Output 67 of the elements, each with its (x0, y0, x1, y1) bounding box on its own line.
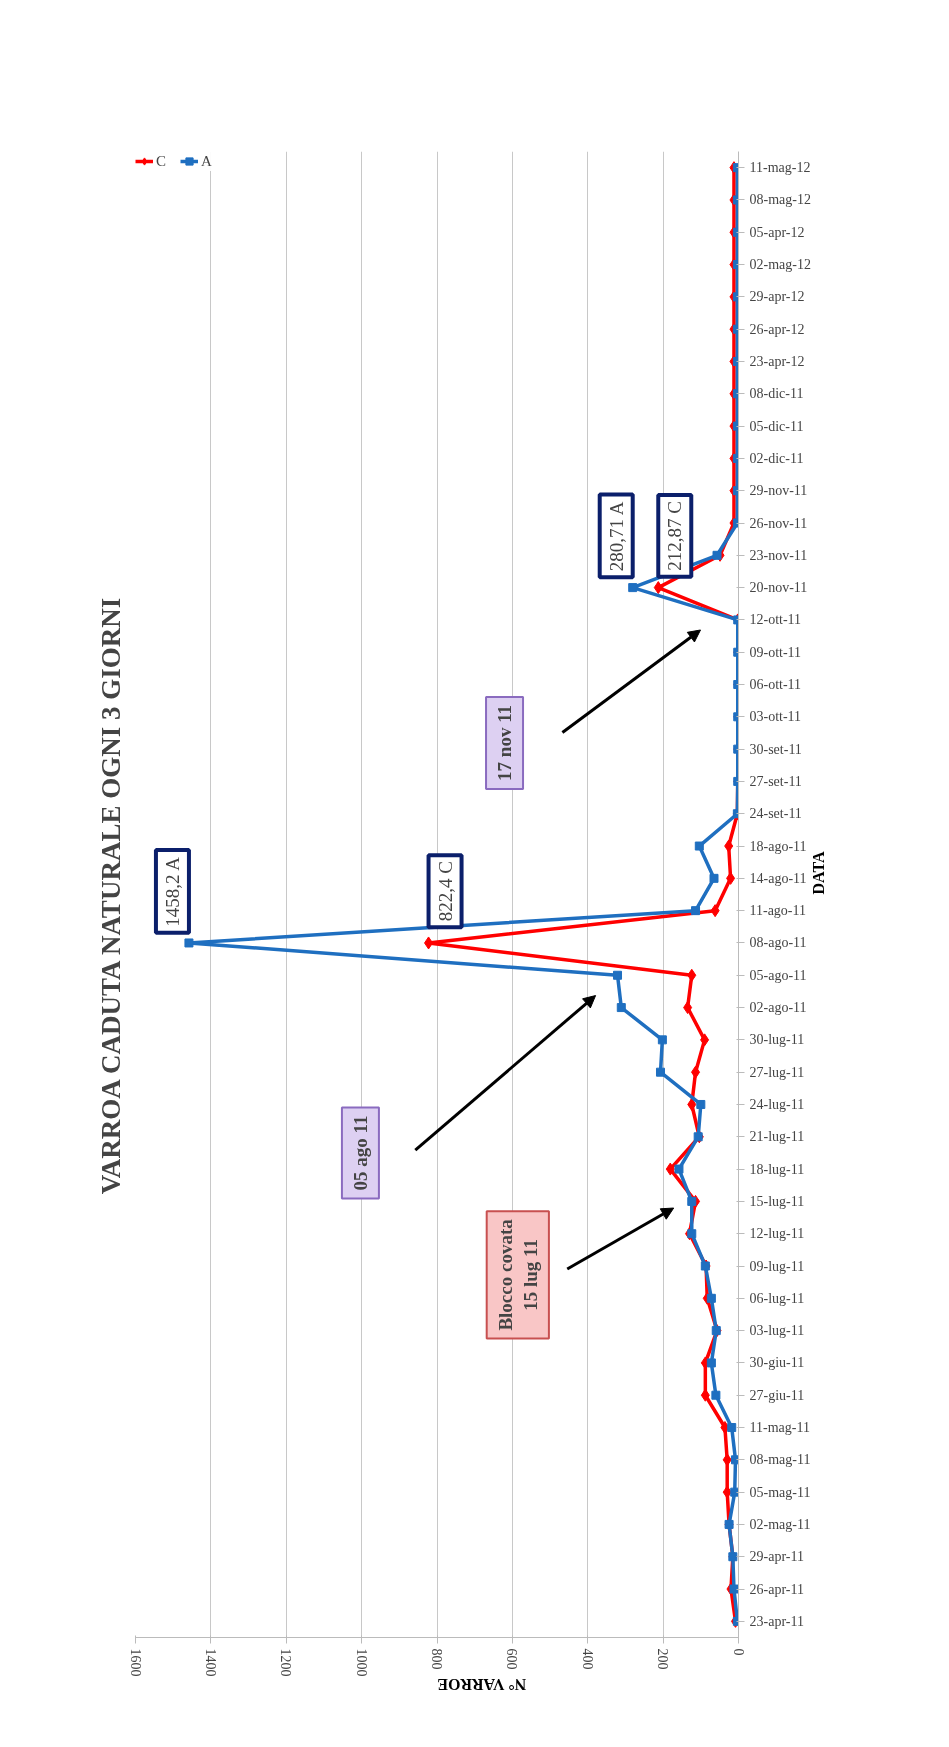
x-tick-label: 0 (730, 1648, 746, 1656)
y-tick-label: 12-lug-11 (749, 1226, 805, 1242)
y-tick-label: 23-apr-11 (749, 1613, 804, 1629)
y-tick-label: 08-ago-11 (749, 935, 807, 951)
y-tick-label: 30-set-11 (749, 741, 802, 757)
y-tick-label: 05-apr-12 (749, 224, 805, 240)
x-tick-label: 1200 (278, 1648, 294, 1677)
y-tick-label: 23-nov-11 (749, 547, 808, 563)
y-tick-label: 12-ott-11 (749, 612, 802, 628)
y-tick-label: 11-ago-11 (749, 903, 806, 919)
x-tick-label: 200 (655, 1648, 671, 1670)
y-tick-label: 08-dic-11 (749, 386, 804, 402)
data-label: 280,71 A (605, 501, 627, 572)
x-tick-label: 1400 (202, 1648, 218, 1677)
annotation: 17 nov 11 (494, 704, 516, 781)
y-tick-label: 27-giu-11 (749, 1387, 805, 1403)
annotation: 05 ago 11 (349, 1115, 371, 1191)
y-tick-label: 05-dic-11 (749, 418, 804, 434)
y-tick-label: 03-ott-11 (749, 709, 802, 725)
y-axis-title: DATA (810, 851, 828, 895)
y-tick-label: 26-apr-11 (749, 1581, 804, 1597)
y-tick-label: 29-nov-11 (749, 483, 808, 499)
y-tick-label: 26-nov-11 (749, 515, 808, 531)
y-tick-label: 24-lug-11 (749, 1096, 805, 1112)
y-tick-label: 26-apr-12 (749, 321, 805, 337)
y-tick-label: 08-mag-11 (749, 1452, 811, 1468)
data-label: 212,87 C (664, 501, 686, 571)
data-label: 822,4 C (434, 861, 456, 922)
y-tick-label: 14-ago-11 (749, 870, 807, 886)
y-tick-label: 06-ott-11 (749, 677, 802, 693)
y-tick-label: 27-lug-11 (749, 1064, 805, 1080)
y-tick-label: 06-lug-11 (749, 1290, 805, 1306)
legend-label: A (201, 152, 213, 170)
y-tick-label: 21-lug-11 (749, 1129, 805, 1145)
y-tick-label: 18-ago-11 (749, 838, 807, 854)
y-tick-label: 02-dic-11 (749, 450, 804, 466)
y-tick-label: 09-lug-11 (749, 1258, 805, 1274)
y-tick-label: 05-ago-11 (749, 967, 807, 983)
y-tick-label: 27-set-11 (749, 773, 802, 789)
y-tick-label: 02-ago-11 (749, 1000, 807, 1016)
x-axis-title: N° VARROE (437, 1676, 527, 1693)
y-tick-label: 30-lug-11 (749, 1032, 805, 1048)
y-tick-label: 02-mag-12 (749, 257, 811, 273)
y-tick-label: 03-lug-11 (749, 1323, 805, 1339)
y-tick-label: 24-set-11 (749, 806, 802, 822)
y-tick-label: 15-lug-11 (749, 1193, 805, 1209)
y-tick-label: 08-mag-12 (749, 192, 811, 208)
y-tick-label: 05-mag-11 (749, 1484, 811, 1500)
y-tick-label: 29-apr-12 (749, 289, 805, 305)
x-tick-label: 600 (504, 1648, 520, 1670)
annotation: Blocco covata 15 lug 11 (494, 1218, 541, 1331)
y-tick-label: 29-apr-11 (749, 1549, 804, 1565)
data-label: 1458,2 A (161, 856, 183, 927)
y-tick-label: 18-lug-11 (749, 1161, 805, 1177)
y-tick-label: 11-mag-11 (749, 1420, 810, 1436)
x-tick-label: 800 (429, 1648, 444, 1670)
y-tick-label: 23-apr-12 (749, 353, 805, 369)
y-tick-label: 02-mag-11 (749, 1516, 811, 1532)
y-tick-label: 30-giu-11 (749, 1355, 805, 1371)
y-tick-label: 11-mag-12 (749, 160, 811, 176)
x-tick-label: 400 (579, 1648, 595, 1670)
legend-label: C (156, 152, 167, 170)
y-tick-label: 09-ott-11 (749, 644, 802, 660)
x-tick-label: 1000 (353, 1648, 369, 1677)
y-tick-label: 20-nov-11 (749, 580, 808, 596)
x-tick-label: 1600 (127, 1648, 143, 1677)
text: VARROA CADUTA NATURALE OGNI 3 GIORNI (95, 597, 126, 1195)
